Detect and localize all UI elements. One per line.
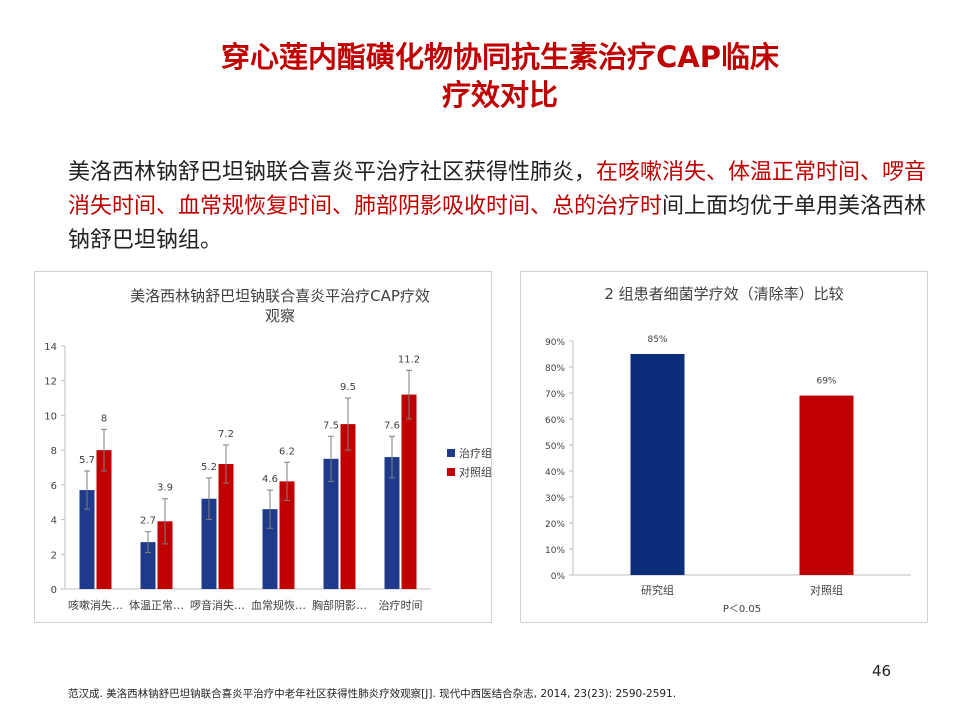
chart2-p-value-annotation: P＜0.05 bbox=[723, 604, 761, 615]
slide-title: 穿心莲内酯磺化物协同抗生素治疗CAP临床 疗效对比 bbox=[120, 38, 880, 114]
chart1-data-label: 6.2 bbox=[279, 446, 295, 457]
chart2-y-tick-label: 30% bbox=[545, 494, 565, 504]
chart1-bar-treatment bbox=[323, 458, 339, 589]
chart1-data-label: 7.6 bbox=[384, 420, 400, 431]
chart1-y-tick-label: 2 bbox=[51, 550, 57, 561]
chart1-category-label: 体温正常… bbox=[129, 598, 184, 612]
efficacy-chart-panel: 美洛西林钠舒巴坦钠联合喜炎平治疗CAP疗效 观察 0 2 4 6 8 10 12 14 5.7 8 咳嗽… bbox=[34, 271, 492, 623]
chart1-bar-control bbox=[401, 394, 417, 589]
chart1-data-label: 7.5 bbox=[323, 420, 339, 431]
chart1-bar-treatment bbox=[262, 509, 278, 589]
chart1-legend-label: 治疗组 bbox=[459, 446, 491, 460]
chart1-bar-control bbox=[218, 464, 234, 589]
chart2-y-tick-label: 50% bbox=[545, 442, 565, 452]
chart1-bar-treatment bbox=[79, 490, 95, 589]
chart2-y-tick-label: 10% bbox=[545, 546, 565, 556]
chart2-bar-study bbox=[630, 354, 685, 575]
chart1-category-label: 胸部阴影… bbox=[312, 598, 367, 612]
chart1-category-label: 治疗时间 bbox=[379, 598, 423, 612]
chart1-data-label: 5.2 bbox=[201, 462, 217, 473]
intro-plain-text: 美洛西林钠舒巴坦钠联合喜炎平治疗社区获得性肺炎， bbox=[68, 160, 597, 185]
chart1-y-tick-label: 10 bbox=[44, 411, 57, 422]
intro-paragraph: 美洛西林钠舒巴坦钠联合喜炎平治疗社区获得性肺炎，在咳嗽消失、体温正常时间、啰音消… bbox=[68, 156, 930, 258]
chart1-data-label: 4.6 bbox=[262, 474, 278, 485]
chart1-category-label: 咳嗽消失… bbox=[68, 598, 123, 612]
chart1-y-tick-label: 6 bbox=[51, 481, 57, 492]
chart1-y-tick-label: 12 bbox=[44, 377, 57, 388]
intro-tail-text: 间上面均优于单用美洛西林钠舒巴坦钠组。 bbox=[68, 194, 927, 253]
chart1-legend-swatch bbox=[447, 449, 455, 457]
chart2-y-tick-label: 20% bbox=[545, 520, 565, 530]
chart1-bar-treatment bbox=[384, 457, 400, 589]
clearance-bar-chart: 2 组患者细菌学疗效（清除率）比较 0% 10% 20% 30% 40% 50% 60% 70%… bbox=[545, 285, 911, 615]
chart2-y-tick-label: 40% bbox=[545, 468, 565, 478]
chart1-category-label: 血常规恢… bbox=[251, 598, 306, 612]
chart1-data-label: 7.2 bbox=[218, 429, 234, 440]
chart1-legend-swatch bbox=[447, 468, 455, 476]
chart1-data-label: 3.9 bbox=[157, 483, 173, 494]
chart1-data-label: 11.2 bbox=[398, 354, 420, 365]
chart1-bar-control bbox=[96, 450, 112, 589]
chart1-y-tick-label: 8 bbox=[51, 446, 57, 457]
chart1-y-tick-label: 0 bbox=[51, 585, 57, 596]
chart1-data-label: 5.7 bbox=[79, 455, 95, 466]
chart2-data-label: 85% bbox=[647, 335, 667, 345]
chart1-category-label: 啰音消失… bbox=[190, 598, 245, 612]
chart1-data-label: 9.5 bbox=[340, 382, 356, 393]
chart1-data-label: 2.7 bbox=[140, 516, 156, 527]
chart2-category-label: 对照组 bbox=[810, 583, 843, 597]
chart2-data-label: 69% bbox=[816, 377, 836, 387]
chart2-y-tick-label: 80% bbox=[545, 364, 565, 374]
chart2-y-tick-label: 70% bbox=[545, 390, 565, 400]
citation: 范汉成. 美洛西林钠舒巴坦钠联合喜炎平治疗中老年社区获得性肺炎疗效观察[J]. … bbox=[68, 688, 677, 700]
chart1-title-line1: 美洛西林钠舒巴坦钠联合喜炎平治疗CAP疗效 bbox=[130, 287, 430, 305]
page-number: 46 bbox=[872, 662, 892, 680]
chart2-y-tick-label: 90% bbox=[545, 338, 565, 348]
slide-title-line2: 疗效对比 bbox=[441, 78, 558, 112]
chart1-data-label: 8 bbox=[101, 413, 107, 424]
chart1-bar-control bbox=[157, 521, 173, 589]
chart1-bar-control bbox=[279, 481, 295, 589]
intro-highlight-text: 在咳嗽消失、体温正常时间、啰音消失时间、血常规恢复时间、肺部阴影吸收时间、总的治… bbox=[68, 160, 927, 219]
chart1-bar-treatment bbox=[140, 542, 156, 589]
chart1-y-tick-label: 14 bbox=[44, 342, 57, 353]
slide-title-line1: 穿心莲内酯磺化物协同抗生素治疗CAP临床 bbox=[221, 40, 779, 74]
chart1-y-tick-label: 4 bbox=[51, 516, 57, 527]
chart1-title-line2: 观察 bbox=[265, 307, 295, 325]
chart2-y-tick-label: 0% bbox=[551, 572, 566, 582]
clearance-chart-panel: 2 组患者细菌学疗效（清除率）比较 0% 10% 20% 30% 40% 50% 60% 70%… bbox=[520, 271, 928, 623]
chart2-category-label: 研究组 bbox=[641, 583, 674, 597]
chart2-y-tick-label: 60% bbox=[545, 416, 565, 426]
chart1-bar-treatment bbox=[201, 498, 217, 589]
chart1-legend-label: 对照组 bbox=[459, 465, 491, 479]
chart2-bar-control bbox=[799, 395, 854, 575]
chart2-title: 2 组患者细菌学疗效（清除率）比较 bbox=[604, 285, 843, 303]
chart1-bar-control bbox=[340, 424, 356, 589]
